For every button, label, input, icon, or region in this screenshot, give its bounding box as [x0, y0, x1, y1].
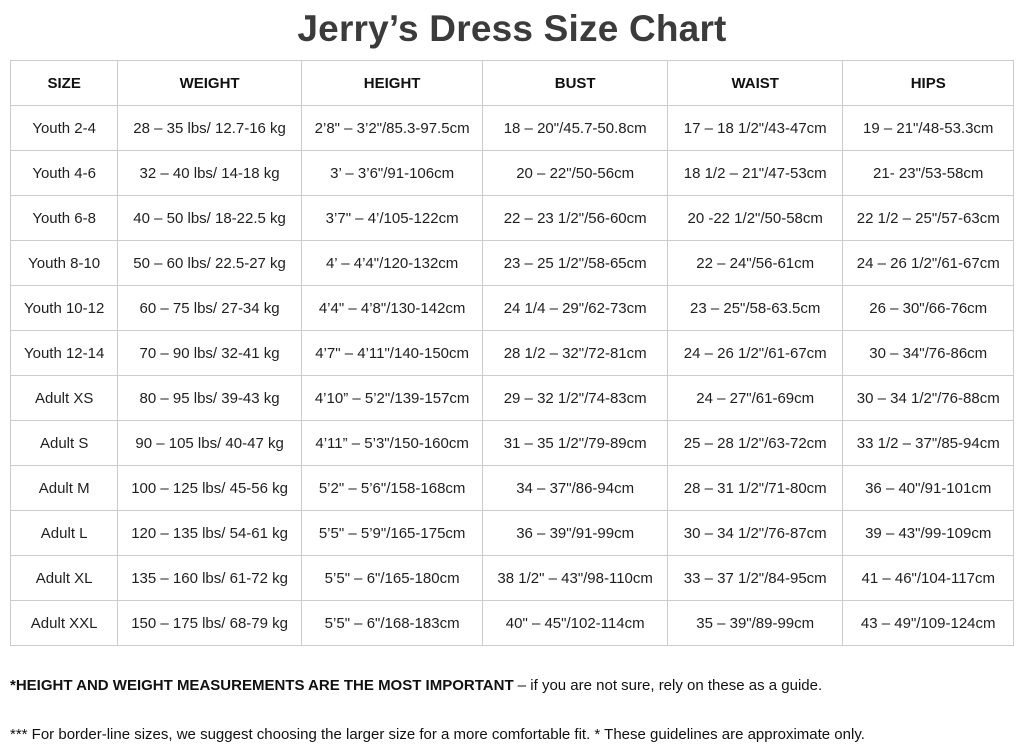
table-cell: 35 – 39"/89-99cm [666, 600, 844, 646]
table-cell: 36 – 40"/91-101cm [842, 465, 1014, 511]
table-cell: 4’4" – 4’8"/130-142cm [300, 285, 484, 331]
table-cell: 120 – 135 lbs/ 54-61 kg [117, 510, 302, 556]
table-cell: 17 – 18 1/2"/43-47cm [666, 105, 844, 151]
table-cell: 22 – 24"/56-61cm [666, 240, 844, 286]
table-row: Adult XXL 150 – 175 lbs/ 68-79 kg 5’5" – 6… [9, 600, 1014, 646]
table-cell: 29 – 32 1/2"/74-83cm [482, 375, 668, 421]
table-cell: 18 – 20"/45.7-50.8cm [482, 105, 668, 151]
table-cell: 43 – 49"/109-124cm [842, 600, 1014, 646]
table-row: Adult L 120 – 135 lbs/ 54-61 kg 5’5" – 5’9… [9, 510, 1014, 556]
table-cell: 19 – 21"/48-53.3cm [842, 105, 1014, 151]
table-cell: Adult L [9, 510, 119, 556]
table-cell: 4’7" – 4’11"/140-150cm [300, 330, 484, 376]
table-cell: 5’5" – 6"/165-180cm [300, 555, 484, 601]
size-chart-table: SIZE WEIGHT HEIGHT BUST WAIST HIPS Youth 2-4 2… [9, 60, 1014, 646]
table-row: Adult S 90 – 105 lbs/ 40-47 kg 4’11” – 5’3… [9, 420, 1014, 466]
table-cell: Youth 6-8 [9, 195, 119, 241]
table-cell: 22 – 23 1/2"/56-60cm [482, 195, 668, 241]
table-row: Youth 12-14 70 – 90 lbs/ 32-41 kg 4’7" – 4… [9, 330, 1014, 376]
table-cell: Youth 2-4 [9, 105, 119, 151]
table-cell: 33 – 37 1/2"/84-95cm [666, 555, 844, 601]
table-cell: 22 1/2 – 25"/57-63cm [842, 195, 1014, 241]
table-cell: Youth 12-14 [9, 330, 119, 376]
table-cell: 5’2" – 5’6"/158-168cm [300, 465, 484, 511]
table-cell: 34 – 37"/86-94cm [482, 465, 668, 511]
table-cell: 5’5" – 5’9"/165-175cm [300, 510, 484, 556]
table-cell: 5’5" – 6"/168-183cm [300, 600, 484, 646]
table-row: Youth 4-6 32 – 40 lbs/ 14-18 kg 3’ – 3’6"/… [9, 150, 1014, 196]
table-row: Youth 10-12 60 – 75 lbs/ 27-34 kg 4’4" – 4… [9, 285, 1014, 331]
table-cell: 4’ – 4’4"/120-132cm [300, 240, 484, 286]
column-header-height: HEIGHT [300, 60, 484, 106]
table-cell: 40" – 45"/102-114cm [482, 600, 668, 646]
table-cell: 3’ – 3’6"/91-106cm [300, 150, 484, 196]
table-row: Youth 2-4 28 – 35 lbs/ 12.7-16 kg 2’8" – 3… [9, 105, 1014, 151]
column-header-waist: WAIST [666, 60, 844, 106]
table-cell: 20 – 22"/50-56cm [482, 150, 668, 196]
table-cell: 100 – 125 lbs/ 45-56 kg [117, 465, 302, 511]
table-cell: Adult XXL [9, 600, 119, 646]
note-primary: *HEIGHT AND WEIGHT MEASUREMENTS ARE THE … [10, 676, 1014, 696]
table-cell: 23 – 25"/58-63.5cm [666, 285, 844, 331]
table-cell: 25 – 28 1/2"/63-72cm [666, 420, 844, 466]
table-cell: Youth 10-12 [9, 285, 119, 331]
table-cell: 40 – 50 lbs/ 18-22.5 kg [117, 195, 302, 241]
table-cell: 39 – 43"/99-109cm [842, 510, 1014, 556]
note-secondary: *** For border-line sizes, we suggest ch… [10, 726, 865, 743]
table-cell: Adult S [9, 420, 119, 466]
table-cell: 4’11” – 5’3"/150-160cm [300, 420, 484, 466]
table-cell: 28 – 31 1/2"/71-80cm [666, 465, 844, 511]
table-cell: 4’10” – 5’2"/139-157cm [300, 375, 484, 421]
table-cell: 21- 23"/53-58cm [842, 150, 1014, 196]
table-cell: 3’7" – 4’/105-122cm [300, 195, 484, 241]
table-cell: 31 – 35 1/2"/79-89cm [482, 420, 668, 466]
table-cell: 24 – 26 1/2"/61-67cm [666, 330, 844, 376]
table-row: Youth 6-8 40 – 50 lbs/ 18-22.5 kg 3’7" – 4… [9, 195, 1014, 241]
table-row: Adult XL 135 – 160 lbs/ 61-72 kg 5’5" – 6"… [9, 555, 1014, 601]
table-cell: Adult XS [9, 375, 119, 421]
page-title: Jerry’s Dress Size Chart [297, 8, 727, 49]
table-row: Youth 8-10 50 – 60 lbs/ 22.5-27 kg 4’ – 4’… [9, 240, 1014, 286]
table-row: Adult XS 80 – 95 lbs/ 39-43 kg 4’10” – 5’2… [9, 375, 1014, 421]
table-cell: 2’8" – 3’2"/85.3-97.5cm [300, 105, 484, 151]
table-cell: Adult M [9, 465, 119, 511]
table-cell: 26 – 30"/66-76cm [842, 285, 1014, 331]
table-header-row: SIZE WEIGHT HEIGHT BUST WAIST HIPS [9, 60, 1014, 106]
column-header-weight: WEIGHT [117, 60, 302, 106]
table-cell: 60 – 75 lbs/ 27-34 kg [117, 285, 302, 331]
table-cell: 24 1/4 – 29"/62-73cm [482, 285, 668, 331]
table-cell: 135 – 160 lbs/ 61-72 kg [117, 555, 302, 601]
table-cell: 38 1/2" – 43"/98-110cm [482, 555, 668, 601]
table-cell: 33 1/2 – 37"/85-94cm [842, 420, 1014, 466]
table-cell: 24 – 26 1/2"/61-67cm [842, 240, 1014, 286]
table-cell: 18 1/2 – 21"/47-53cm [666, 150, 844, 196]
table-cell: 70 – 90 lbs/ 32-41 kg [117, 330, 302, 376]
table-cell: Youth 8-10 [9, 240, 119, 286]
table-cell: 20 -22 1/2"/50-58cm [666, 195, 844, 241]
table-cell: 30 – 34 1/2"/76-87cm [666, 510, 844, 556]
column-header-bust: BUST [482, 60, 668, 106]
table-cell: 50 – 60 lbs/ 22.5-27 kg [117, 240, 302, 286]
table-cell: 80 – 95 lbs/ 39-43 kg [117, 375, 302, 421]
table-cell: 30 – 34 1/2"/76-88cm [842, 375, 1014, 421]
table-cell: 150 – 175 lbs/ 68-79 kg [117, 600, 302, 646]
note-primary-bold: *HEIGHT AND WEIGHT MEASUREMENTS ARE THE … [10, 677, 514, 694]
table-cell: 28 1/2 – 32"/72-81cm [482, 330, 668, 376]
table-cell: 30 – 34"/76-86cm [842, 330, 1014, 376]
table-cell: 32 – 40 lbs/ 14-18 kg [117, 150, 302, 196]
table-cell: 41 – 46"/104-117cm [842, 555, 1014, 601]
note-primary-rest: – if you are not sure, rely on these as … [513, 677, 823, 694]
table-cell: Adult XL [9, 555, 119, 601]
table-cell: 90 – 105 lbs/ 40-47 kg [117, 420, 302, 466]
column-header-hips: HIPS [842, 60, 1014, 106]
column-header-size: SIZE [9, 60, 119, 106]
table-cell: 24 – 27"/61-69cm [666, 375, 844, 421]
table-cell: 28 – 35 lbs/ 12.7-16 kg [117, 105, 302, 151]
table-cell: 23 – 25 1/2"/58-65cm [482, 240, 668, 286]
table-cell: Youth 4-6 [9, 150, 119, 196]
table-row: Adult M 100 – 125 lbs/ 45-56 kg 5’2" – 5’6… [9, 465, 1014, 511]
table-cell: 36 – 39"/91-99cm [482, 510, 668, 556]
